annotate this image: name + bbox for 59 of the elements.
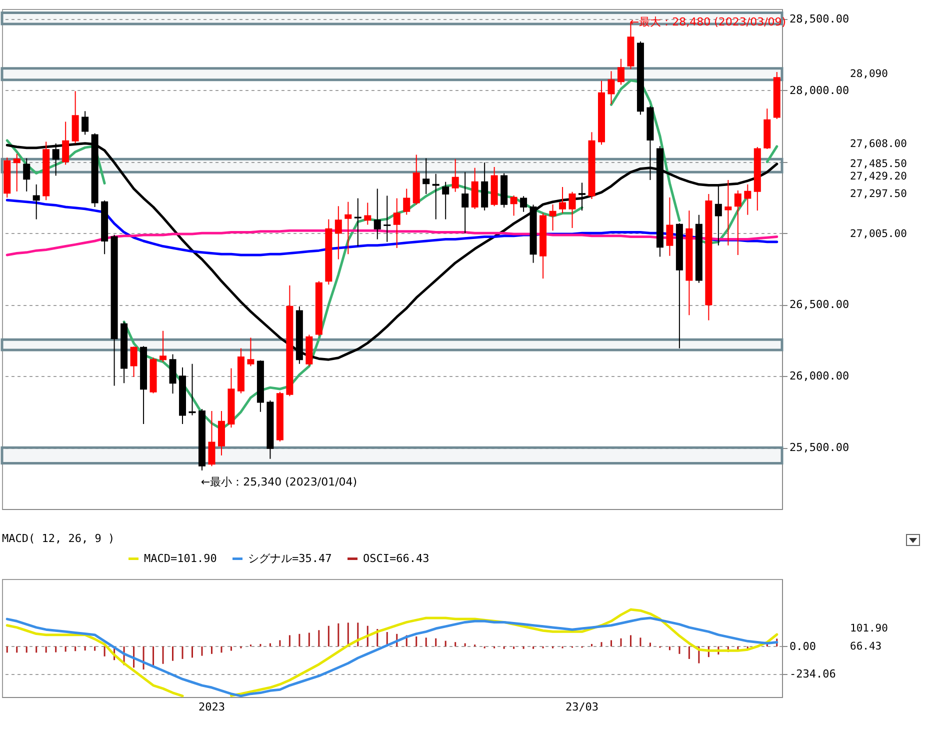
x-tick-label: 2023 [198,700,225,714]
text: 27,485.50 [850,158,907,170]
candlestick [344,201,352,255]
candlestick [130,346,138,378]
candlestick [510,194,518,216]
y-tick-label: 26,500.00 [790,298,850,312]
candlestick [608,70,615,105]
y-tick-label: 26,000.00 [790,370,850,383]
candlestick [442,181,450,220]
candlestick [208,410,216,467]
text: 28,090 [850,68,888,80]
candlestick [549,204,556,232]
candlestick [384,195,391,242]
candlestick [744,184,752,216]
candlestick [13,153,20,192]
annotation: ←最小：25,340 (2023/01/04) [200,476,358,488]
text: 27,005.00 [850,228,907,240]
candlestick [432,173,440,220]
candlestick [247,337,254,367]
x-tick-label: 23/03 [565,700,599,714]
candlestick [403,188,410,216]
candlestick [160,330,167,362]
candlestick [354,198,362,247]
candlestick [422,158,430,194]
candlestick [374,188,381,240]
candlestick [82,110,89,136]
text: 66.43 [850,640,882,652]
candlestick [452,158,459,192]
candlestick [364,202,372,226]
candlestick [559,186,566,214]
candlestick [568,191,576,228]
candlestick [617,58,624,86]
candlestick [462,172,469,234]
text: 27,608.00 [850,138,907,150]
candlestick [578,182,586,212]
candlestick [724,180,732,246]
candlestick [714,184,722,246]
candlestick [169,354,176,394]
y-tick-label: 28,500.00 [790,12,850,26]
legend-label: OSCI=66.43 [363,552,430,565]
legend-label: MACD=101.90 [144,552,217,565]
candlestick [393,198,400,248]
text: 101.90 [850,622,888,635]
candlestick [734,190,742,256]
candlestick [520,196,528,212]
y-tick-label: -234.06 [790,667,836,680]
candlestick [334,206,342,260]
candlestick [23,158,30,192]
candlestick [666,196,674,256]
text: 27,429.20 [850,170,907,182]
y-tick-label: 28,000.00 [790,84,850,97]
legend-label: シグナル=35.47 [248,552,332,565]
candlestick [62,121,70,166]
text: 27,297.50 [850,188,907,200]
y-tick-label: 0.00 [790,640,816,653]
chart-title: MACD( 12, 26, 9 ) [2,532,115,545]
y-tick-label: 25,500.00 [790,441,850,454]
candlestick [188,363,196,416]
candlestick [32,184,40,220]
